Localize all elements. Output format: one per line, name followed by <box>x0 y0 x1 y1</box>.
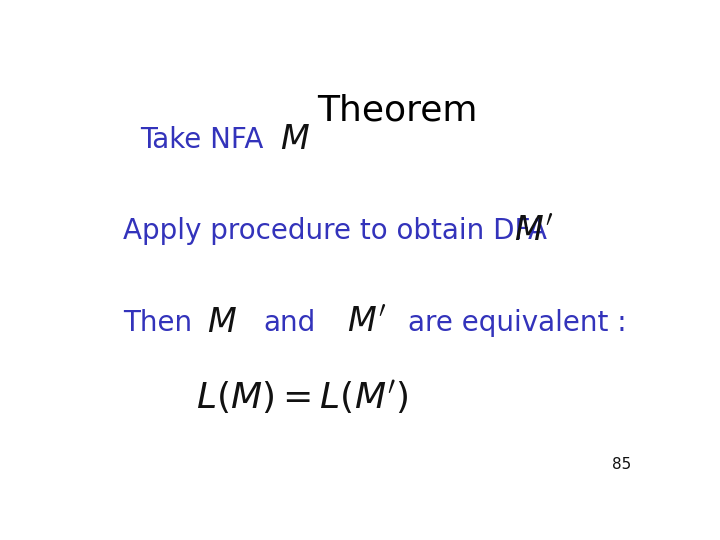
Text: Theorem: Theorem <box>317 94 477 128</box>
Text: are equivalent :: are equivalent : <box>408 308 626 336</box>
Text: 85: 85 <box>612 457 631 472</box>
Text: Apply procedure to obtain DFA: Apply procedure to obtain DFA <box>124 217 547 245</box>
Text: and: and <box>263 308 315 336</box>
Text: Then: Then <box>124 308 193 336</box>
Text: $\mathit{M}$: $\mathit{M}$ <box>280 123 310 156</box>
Text: $\mathit{M'}$: $\mathit{M'}$ <box>514 214 554 248</box>
Text: $\mathit{M'}$: $\mathit{M'}$ <box>347 306 386 339</box>
Text: $\mathit{M}$: $\mathit{M}$ <box>207 306 237 339</box>
Text: Take NFA: Take NFA <box>140 126 264 154</box>
Text: $L(M)=L(M')$: $L(M)=L(M')$ <box>196 379 408 416</box>
